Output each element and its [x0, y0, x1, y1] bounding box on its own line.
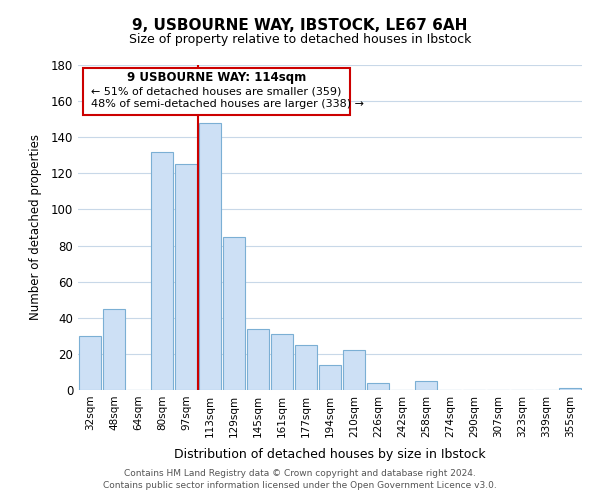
Bar [415, 381, 437, 390]
Text: 9 USBOURNE WAY: 114sqm: 9 USBOURNE WAY: 114sqm [127, 72, 306, 85]
Bar [79, 336, 101, 390]
Text: 48% of semi-detached houses are larger (338) →: 48% of semi-detached houses are larger (… [91, 99, 364, 109]
FancyBboxPatch shape [83, 68, 350, 116]
X-axis label: Distribution of detached houses by size in Ibstock: Distribution of detached houses by size … [174, 448, 486, 461]
Text: Size of property relative to detached houses in Ibstock: Size of property relative to detached ho… [129, 32, 471, 46]
Text: Contains HM Land Registry data © Crown copyright and database right 2024.: Contains HM Land Registry data © Crown c… [124, 468, 476, 477]
Bar [271, 334, 293, 390]
Bar [199, 123, 221, 390]
Bar [175, 164, 197, 390]
Bar [151, 152, 173, 390]
Text: 9, USBOURNE WAY, IBSTOCK, LE67 6AH: 9, USBOURNE WAY, IBSTOCK, LE67 6AH [133, 18, 467, 32]
Bar [559, 388, 581, 390]
Bar [223, 236, 245, 390]
Bar [247, 328, 269, 390]
Bar [367, 383, 389, 390]
Bar [343, 350, 365, 390]
Text: Contains public sector information licensed under the Open Government Licence v3: Contains public sector information licen… [103, 481, 497, 490]
Bar [319, 364, 341, 390]
Text: ← 51% of detached houses are smaller (359): ← 51% of detached houses are smaller (35… [91, 86, 341, 96]
Bar [103, 308, 125, 390]
Y-axis label: Number of detached properties: Number of detached properties [29, 134, 43, 320]
Bar [295, 345, 317, 390]
